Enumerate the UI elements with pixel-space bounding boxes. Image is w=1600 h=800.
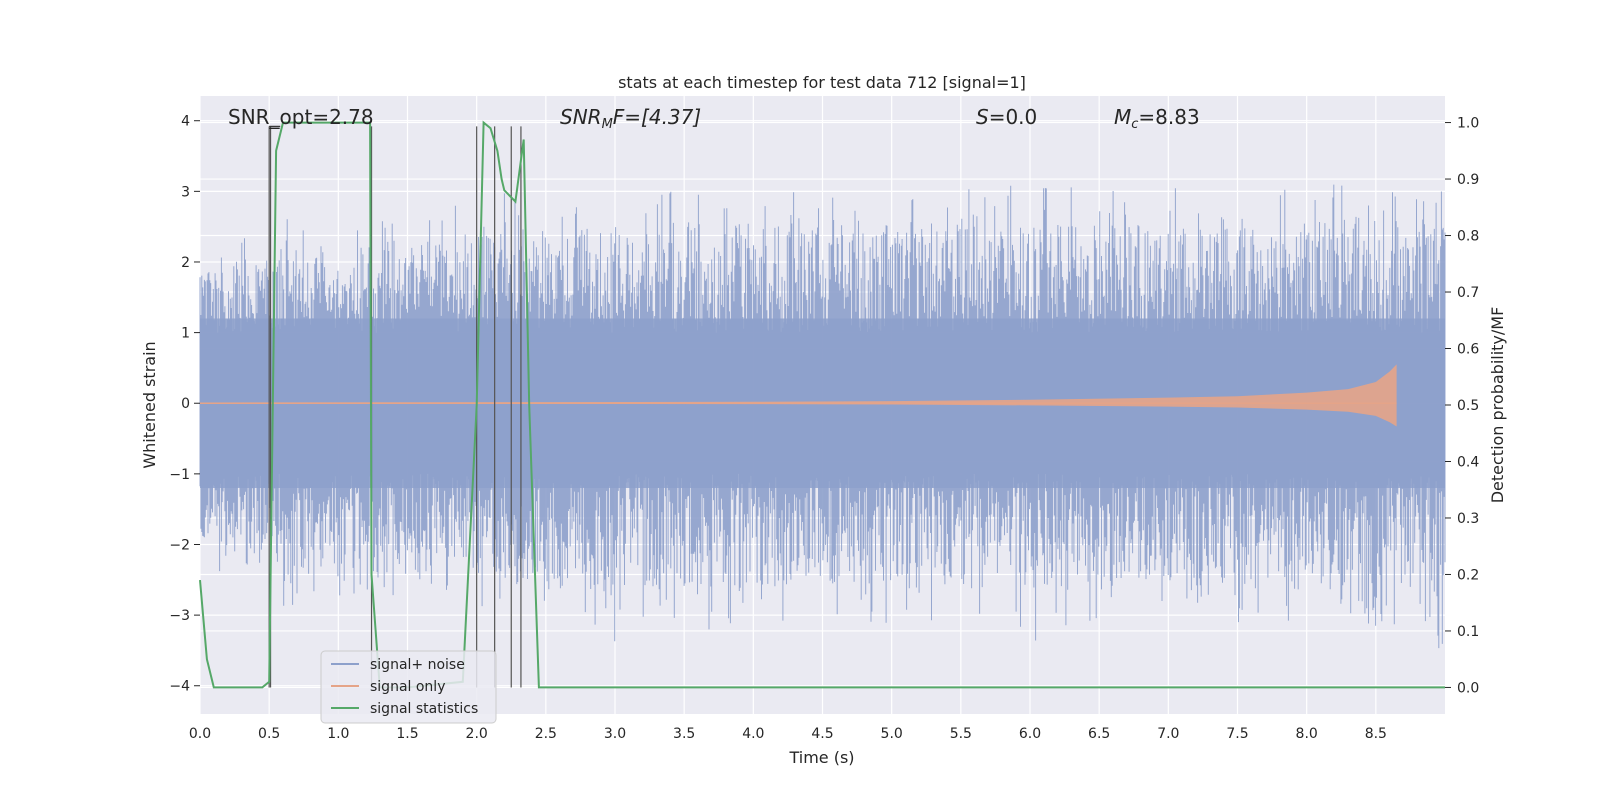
y-tick-label: −2 <box>169 537 190 553</box>
x-tick-label: 4.5 <box>811 726 833 742</box>
x-tick-label: 8.5 <box>1365 726 1387 742</box>
y2-tick-label: 0.6 <box>1457 342 1479 358</box>
x-tick-label: 6.5 <box>1088 726 1110 742</box>
x-tick-label: 0.0 <box>189 726 211 742</box>
y-tick-label: 0 <box>181 396 190 412</box>
y2-tick-label: 0.8 <box>1457 229 1479 245</box>
x-tick-label: 2.5 <box>535 726 557 742</box>
x-tick-label: 3.0 <box>604 726 626 742</box>
y-axis-ticks: 4 3 2 1 0 −1 −2 −3 −4 <box>169 114 200 695</box>
y-tick-label: 3 <box>181 184 190 200</box>
y-tick-label: −3 <box>169 608 190 624</box>
x-tick-label: 7.0 <box>1157 726 1179 742</box>
y-tick-label: 4 <box>181 114 190 130</box>
y2-tick-label: 1.0 <box>1457 116 1479 132</box>
x-tick-label: 1.5 <box>396 726 418 742</box>
x-tick-label: 8.0 <box>1296 726 1318 742</box>
x-tick-label: 5.5 <box>950 726 972 742</box>
y2-axis-ticks: 1.0 0.9 0.8 0.7 0.6 0.5 0.4 0.3 0.2 0.1 0.0 <box>1445 116 1479 696</box>
y-tick-label: 2 <box>181 255 190 271</box>
y2-tick-label: 0.1 <box>1457 624 1479 640</box>
y2-tick-label: 0.0 <box>1457 680 1479 696</box>
y2-axis-label: Detection probability/MF <box>1488 307 1507 504</box>
y-tick-label: 1 <box>181 326 190 342</box>
chart-title: stats at each timestep for test data 712… <box>618 73 1026 92</box>
y-tick-label: −1 <box>169 467 190 483</box>
y2-tick-label: 0.4 <box>1457 454 1479 470</box>
legend-label-signal-statistics: signal statistics <box>370 701 478 717</box>
y2-tick-label: 0.5 <box>1457 398 1479 414</box>
x-tick-label: 3.5 <box>673 726 695 742</box>
x-tick-label: 5.0 <box>881 726 903 742</box>
x-axis-ticks: 0.0 0.5 1.0 1.5 2.0 2.5 3.0 3.5 4.0 4.5 5.0 5.5 6.0 6… <box>189 726 1387 742</box>
x-tick-label: 7.5 <box>1226 726 1248 742</box>
x-tick-label: 4.0 <box>742 726 764 742</box>
x-tick-label: 6.0 <box>1019 726 1041 742</box>
x-tick-label: 0.5 <box>258 726 280 742</box>
x-axis-label: Time (s) <box>788 748 854 767</box>
y2-tick-label: 0.7 <box>1457 285 1479 301</box>
y2-tick-label: 0.9 <box>1457 172 1479 188</box>
x-tick-label: 1.0 <box>327 726 349 742</box>
y-tick-label: −4 <box>169 679 190 695</box>
y-axis-label: Whitened strain <box>140 341 159 468</box>
annotation-snr-opt: SNR_opt=2.78 <box>228 105 374 129</box>
signal-only-series <box>200 364 1397 427</box>
y2-tick-label: 0.3 <box>1457 511 1479 527</box>
annotation-snr-mf: SNRMF=[4.37] <box>560 105 701 132</box>
legend-box <box>320 650 497 724</box>
annotation-s: S=0.0 <box>976 105 1037 129</box>
x-tick-label: 2.0 <box>466 726 488 742</box>
y2-tick-label: 0.2 <box>1457 567 1479 583</box>
legend-label-signal-noise: signal+ noise <box>370 657 465 673</box>
legend-label-signal-only: signal only <box>370 679 445 695</box>
annotation-mc: Mc=8.83 <box>1114 105 1200 132</box>
legend: signal+ noise signal only signal statist… <box>320 650 497 724</box>
